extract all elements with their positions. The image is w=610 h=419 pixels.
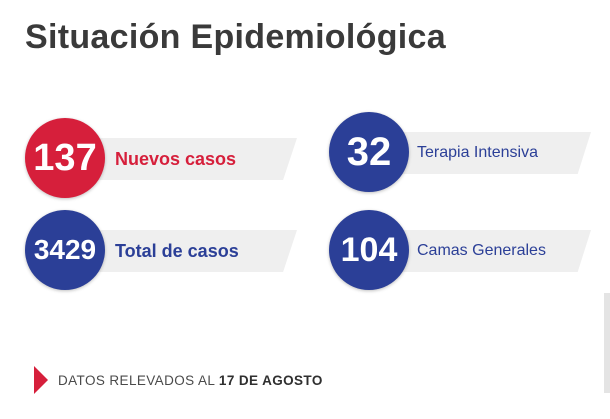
stat-intensive-care-label: Terapia Intensiva bbox=[417, 144, 538, 161]
footer-date: 17 DE AGOSTO bbox=[218, 372, 323, 388]
stat-general-beds: 104 Camas Generales bbox=[329, 210, 591, 290]
stat-intensive-care: 32 Terapia Intensiva bbox=[329, 112, 591, 192]
page-title: Situación Epidemiológica bbox=[25, 18, 446, 56]
stat-intensive-care-value: 32 bbox=[329, 112, 409, 192]
stat-general-beds-value: 104 bbox=[329, 210, 409, 290]
stat-total-cases: 3429 Total de casos bbox=[25, 210, 300, 290]
footer-prefix: DATOS RELEVADOS AL bbox=[58, 372, 219, 388]
stat-total-cases-label: Total de casos bbox=[115, 241, 239, 261]
stat-new-cases: 137 Nuevos casos bbox=[25, 118, 300, 198]
stat-new-cases-label: Nuevos casos bbox=[115, 149, 237, 169]
stat-general-beds-label: Camas Generales bbox=[417, 242, 546, 259]
data-date-footer: DATOS RELEVADOS AL 17 DE AGOSTO bbox=[34, 366, 323, 394]
edge-panel bbox=[604, 293, 610, 393]
triangle-marker-icon bbox=[34, 366, 48, 394]
stat-total-cases-value: 3429 bbox=[25, 210, 105, 290]
stat-new-cases-value: 137 bbox=[25, 118, 105, 198]
